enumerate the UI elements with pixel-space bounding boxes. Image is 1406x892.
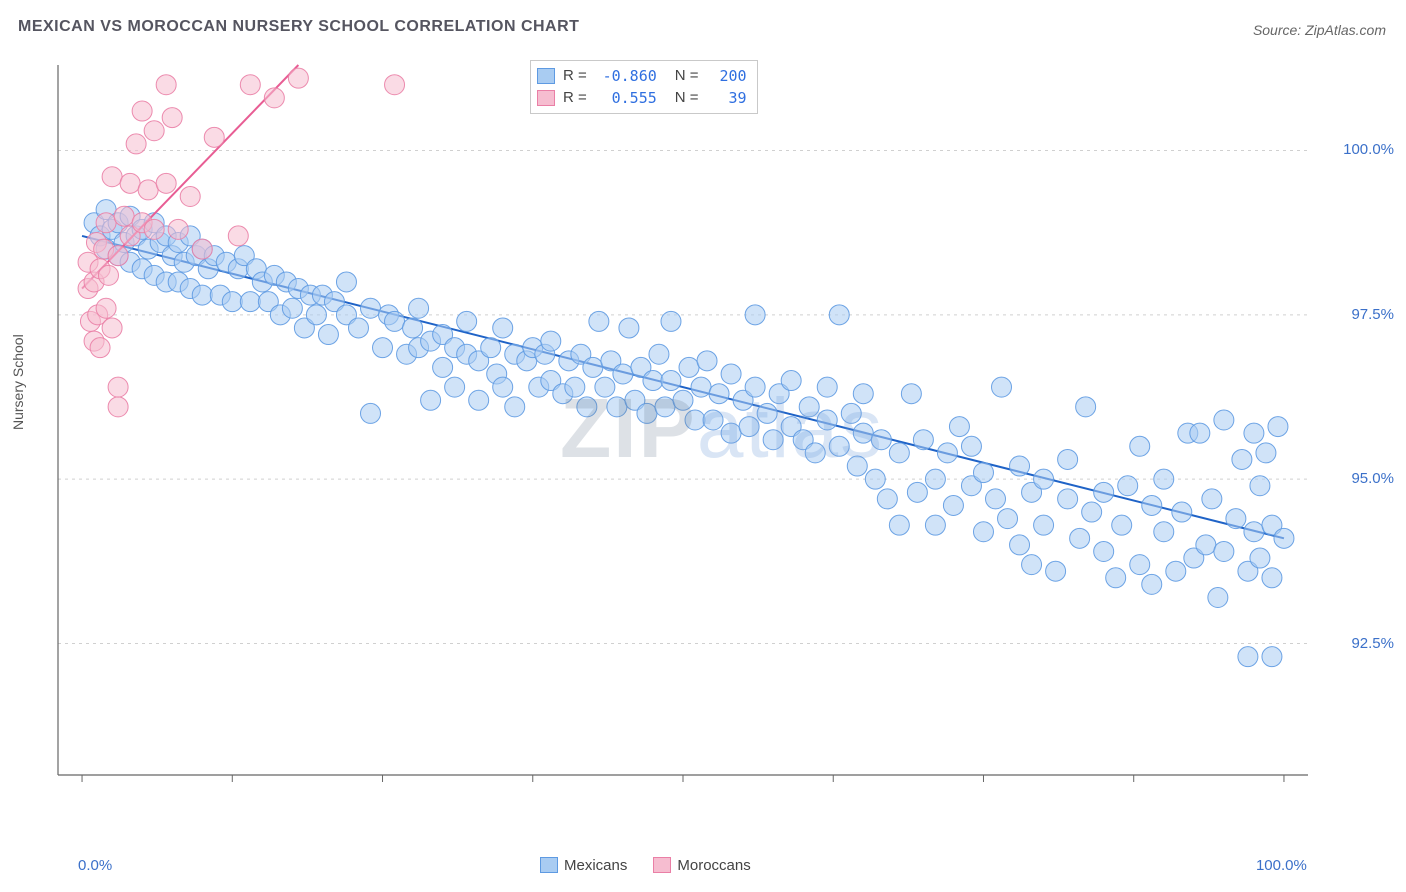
legend-n-value: 200 xyxy=(707,65,747,87)
legend-series: Mexicans Moroccans xyxy=(540,857,751,874)
y-tick-label: 100.0% xyxy=(1343,141,1394,158)
y-axis-label: Nursery School xyxy=(10,334,26,430)
legend-n-label: N = xyxy=(675,87,699,109)
legend-n-value: 39 xyxy=(707,87,747,109)
plot-area xyxy=(48,55,1388,815)
legend-n-label: N = xyxy=(675,65,699,87)
legend-stat-row: R = -0.860 N = 200 xyxy=(537,65,747,87)
source-attribution: Source: ZipAtlas.com xyxy=(1253,22,1386,38)
y-tick-label: 95.0% xyxy=(1351,470,1394,487)
legend-swatch xyxy=(540,857,558,873)
legend-r-label: R = xyxy=(563,65,587,87)
legend-swatch xyxy=(653,857,671,873)
chart-title: MEXICAN VS MOROCCAN NURSERY SCHOOL CORRE… xyxy=(18,18,579,36)
legend-label: Moroccans xyxy=(677,857,750,874)
x-tick-label-max: 100.0% xyxy=(1256,857,1307,874)
legend-label: Mexicans xyxy=(564,857,627,874)
scatter-chart xyxy=(48,55,1388,815)
legend-r-value: -0.860 xyxy=(595,65,657,87)
y-tick-label: 92.5% xyxy=(1351,635,1394,652)
legend-statistics-box: R = -0.860 N = 200 R = 0.555 N = 39 xyxy=(530,60,758,114)
legend-swatch xyxy=(537,68,555,84)
legend-stat-row: R = 0.555 N = 39 xyxy=(537,87,747,109)
legend-r-value: 0.555 xyxy=(595,87,657,109)
x-tick-label-min: 0.0% xyxy=(78,857,112,874)
legend-swatch xyxy=(537,90,555,106)
legend-item: Moroccans xyxy=(653,857,750,874)
y-tick-label: 97.5% xyxy=(1351,306,1394,323)
legend-r-label: R = xyxy=(563,87,587,109)
legend-item: Mexicans xyxy=(540,857,627,874)
